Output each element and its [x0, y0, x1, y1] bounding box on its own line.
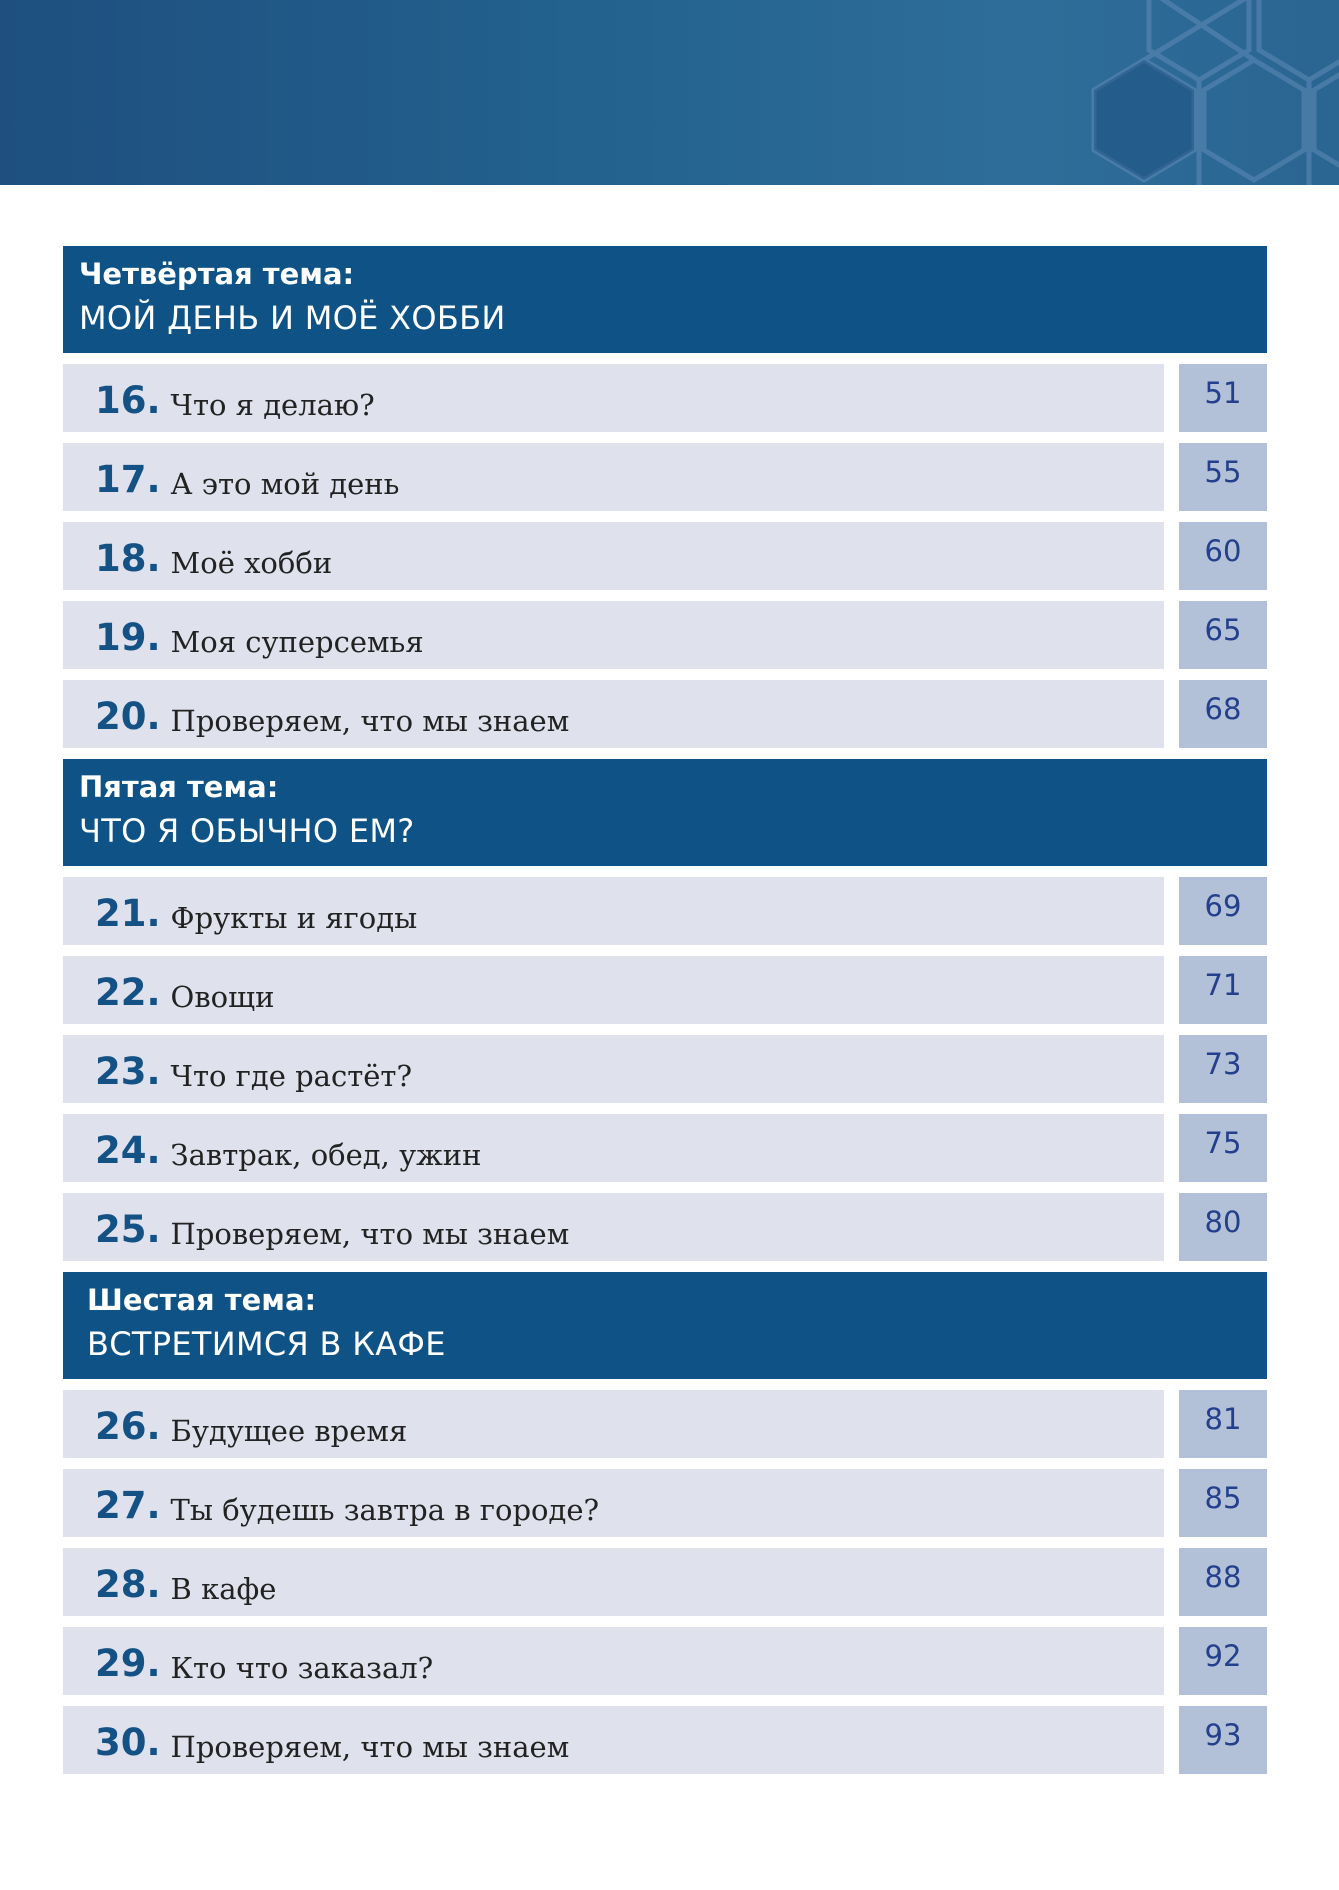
toc-entry-body: 17. А это мой день — [63, 443, 1164, 511]
lesson-number: 22. — [95, 970, 161, 1014]
lesson-title: В кафе — [170, 1572, 277, 1606]
page-number: 92 — [1179, 1627, 1267, 1695]
section-title: МОЙ ДЕНЬ И МОЁ ХОББИ — [79, 299, 506, 337]
lesson-number: 18. — [95, 536, 161, 580]
toc-entry[interactable]: 25. Проверяем, что мы знаем 80 — [63, 1193, 1267, 1261]
toc-entry[interactable]: 30. Проверяем, что мы знаем 93 — [63, 1706, 1267, 1774]
page-number: 75 — [1179, 1114, 1267, 1182]
lesson-number: 23. — [95, 1049, 161, 1093]
section-label: Четвёртая тема: — [79, 257, 355, 291]
lesson-number: 29. — [95, 1641, 161, 1685]
page-number: 51 — [1179, 364, 1267, 432]
lesson-number: 24. — [95, 1128, 161, 1172]
table-of-contents: Четвёртая тема: МОЙ ДЕНЬ И МОЁ ХОББИ 16.… — [63, 246, 1267, 1785]
lesson-title: Фрукты и ягоды — [170, 901, 418, 935]
toc-entry-body: 20. Проверяем, что мы знаем — [63, 680, 1164, 748]
section-header: Четвёртая тема: МОЙ ДЕНЬ И МОЁ ХОББИ — [63, 246, 1267, 353]
section-label: Пятая тема: — [79, 770, 279, 804]
page-number: 69 — [1179, 877, 1267, 945]
toc-entry-body: 25. Проверяем, что мы знаем — [63, 1193, 1164, 1261]
lesson-title: Будущее время — [170, 1414, 408, 1448]
toc-entry-body: 30. Проверяем, что мы знаем — [63, 1706, 1164, 1774]
lesson-number: 21. — [95, 891, 161, 935]
toc-entry[interactable]: 28. В кафе 88 — [63, 1548, 1267, 1616]
lesson-number: 25. — [95, 1207, 161, 1251]
lesson-number: 27. — [95, 1483, 161, 1527]
page-number: 71 — [1179, 956, 1267, 1024]
lesson-number: 26. — [95, 1404, 161, 1448]
toc-entry-body: 18. Моё хобби — [63, 522, 1164, 590]
toc-entry[interactable]: 19. Моя суперсемья 65 — [63, 601, 1267, 669]
toc-entry-body: 24. Завтрак, обед, ужин — [63, 1114, 1164, 1182]
page-number: 93 — [1179, 1706, 1267, 1774]
page-number: 68 — [1179, 680, 1267, 748]
toc-entry[interactable]: 17. А это мой день 55 — [63, 443, 1267, 511]
toc-entry-body: 23. Что где растёт? — [63, 1035, 1164, 1103]
toc-entry-body: 22. Овощи — [63, 956, 1164, 1024]
lesson-title: Проверяем, что мы знаем — [170, 704, 570, 738]
toc-entry-body: 28. В кафе — [63, 1548, 1164, 1616]
lesson-number: 28. — [95, 1562, 161, 1606]
lesson-title: Проверяем, что мы знаем — [170, 1217, 570, 1251]
page-number: 88 — [1179, 1548, 1267, 1616]
lesson-title: Что я делаю? — [170, 388, 375, 422]
toc-entry-body: 16. Что я делаю? — [63, 364, 1164, 432]
section-header: Шестая тема: ВСТРЕТИМСЯ В КАФЕ — [63, 1272, 1267, 1379]
lesson-title: Кто что заказал? — [170, 1651, 434, 1685]
section-header: Пятая тема: ЧТО Я ОБЫЧНО ЕМ? — [63, 759, 1267, 866]
lesson-number: 30. — [95, 1720, 161, 1764]
page-number: 65 — [1179, 601, 1267, 669]
lesson-title: Ты будешь завтра в городе? — [170, 1493, 600, 1527]
toc-entry[interactable]: 23. Что где растёт? 73 — [63, 1035, 1267, 1103]
toc-entry[interactable]: 29. Кто что заказал? 92 — [63, 1627, 1267, 1695]
lesson-title: Моё хобби — [170, 546, 333, 580]
page-number: 55 — [1179, 443, 1267, 511]
lesson-number: 16. — [95, 378, 161, 422]
toc-entry[interactable]: 27. Ты будешь завтра в городе? 85 — [63, 1469, 1267, 1537]
page-number: 60 — [1179, 522, 1267, 590]
lesson-title: Что где растёт? — [170, 1059, 413, 1093]
toc-entry[interactable]: 20. Проверяем, что мы знаем 68 — [63, 680, 1267, 748]
toc-entry[interactable]: 18. Моё хобби 60 — [63, 522, 1267, 590]
hexagon-pattern-icon — [1091, 0, 1339, 185]
section-title: ВСТРЕТИМСЯ В КАФЕ — [87, 1325, 446, 1363]
lesson-title: Овощи — [170, 980, 275, 1014]
toc-entry[interactable]: 22. Овощи 71 — [63, 956, 1267, 1024]
section-title: ЧТО Я ОБЫЧНО ЕМ? — [79, 812, 415, 850]
lesson-number: 20. — [95, 694, 161, 738]
toc-entry-body: 21. Фрукты и ягоды — [63, 877, 1164, 945]
page-number: 85 — [1179, 1469, 1267, 1537]
page-number: 73 — [1179, 1035, 1267, 1103]
lesson-title: Завтрак, обед, ужин — [170, 1138, 482, 1172]
toc-entry-body: 26. Будущее время — [63, 1390, 1164, 1458]
toc-entry[interactable]: 24. Завтрак, обед, ужин 75 — [63, 1114, 1267, 1182]
lesson-title: Проверяем, что мы знаем — [170, 1730, 570, 1764]
header-banner — [0, 0, 1339, 185]
toc-entry[interactable]: 26. Будущее время 81 — [63, 1390, 1267, 1458]
page-number: 81 — [1179, 1390, 1267, 1458]
lesson-number: 17. — [95, 457, 161, 501]
section-label: Шестая тема: — [87, 1283, 317, 1317]
lesson-number: 19. — [95, 615, 161, 659]
toc-entry-body: 27. Ты будешь завтра в городе? — [63, 1469, 1164, 1537]
toc-entry-body: 19. Моя суперсемья — [63, 601, 1164, 669]
toc-entry[interactable]: 21. Фрукты и ягоды 69 — [63, 877, 1267, 945]
lesson-title: А это мой день — [170, 467, 400, 501]
toc-entry-body: 29. Кто что заказал? — [63, 1627, 1164, 1695]
page-number: 80 — [1179, 1193, 1267, 1261]
toc-entry[interactable]: 16. Что я делаю? 51 — [63, 364, 1267, 432]
lesson-title: Моя суперсемья — [170, 625, 424, 659]
